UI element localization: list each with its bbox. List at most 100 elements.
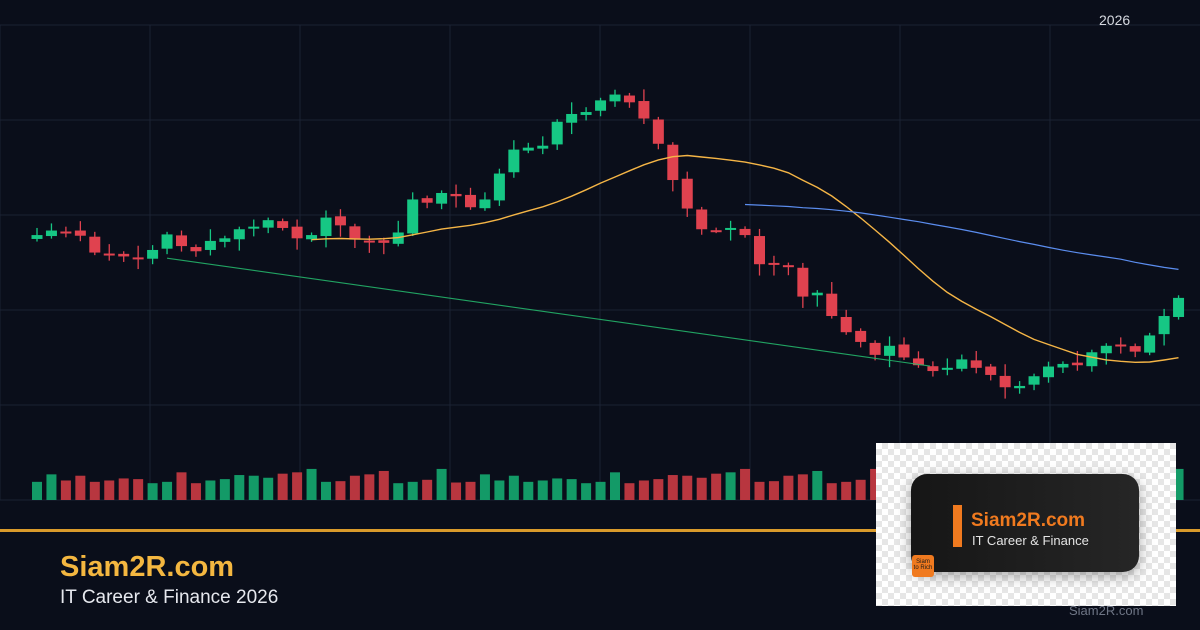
candle-body-60 [898,344,910,358]
volume-bar-10 [176,472,187,500]
volume-bar-36 [552,478,563,500]
candle-body-52 [782,265,794,268]
volume-bar-51 [768,481,779,500]
brand-block: Siam2R.com IT Career & Finance 2026 [60,550,660,610]
candle-3 [74,221,86,242]
volume-bar-41 [624,483,635,500]
candle-body-3 [74,230,86,236]
volume-bar-56 [841,481,852,500]
candle-4 [89,231,101,256]
candle-body-20 [320,217,332,237]
volume-bar-47 [711,473,722,500]
candle-body-17 [277,221,289,228]
volume-bar-55 [826,483,837,500]
candle-body-0 [31,235,43,239]
candle-23 [363,235,375,253]
candle-body-29 [450,193,462,197]
candle-body-47 [710,230,722,233]
candle-62 [927,361,939,377]
volume-bar-53 [797,474,808,500]
candle-57 [855,328,867,348]
candles [31,89,1185,399]
candle-24 [378,237,390,255]
volume-bar-8 [147,483,158,500]
candle-body-13 [219,238,231,242]
candle-body-66 [985,366,997,375]
candle-body-6 [118,253,130,257]
candle-body-45 [681,178,693,209]
candle-body-31 [479,199,491,209]
volume-bar-42 [638,480,649,500]
logo-subtitle: IT Career & Finance [972,533,1089,548]
volume-bar-52 [783,475,794,500]
candle-43 [652,116,664,150]
candle-55 [826,282,838,319]
volume-bar-33 [508,475,519,500]
candle-21 [334,209,346,237]
volume-bar-22 [349,475,360,500]
candle-7 [132,245,144,270]
candle-body-40 [609,94,621,102]
volume-bar-45 [682,475,693,500]
volume-bar-9 [162,481,173,500]
candle-body-69 [1028,376,1040,385]
volume-bar-5 [104,480,115,500]
volume-bar-29 [451,482,462,500]
candle-body-5 [103,253,115,256]
volume-bar-57 [855,479,866,500]
candle-body-50 [754,236,765,265]
gold-divider [0,529,1200,532]
candle-70 [1043,361,1054,383]
candle-body-58 [869,342,881,355]
candle-45 [681,171,693,217]
candle-51 [768,255,780,276]
candle-body-39 [595,100,607,111]
candle-body-14 [233,229,245,240]
volume-bar-16 [263,477,274,500]
candle-body-49 [739,228,751,236]
candle-body-37 [566,113,578,123]
volume-bar-38 [581,483,592,500]
volume-bar-11 [190,483,201,500]
candle-33 [508,140,520,178]
candle-body-2 [60,231,72,234]
candle-78 [1158,308,1170,346]
candle-28 [436,190,448,210]
candle-body-65 [970,360,982,368]
candle-18 [291,219,303,250]
candle-30 [465,187,476,210]
candle-body-43 [652,119,664,144]
volume-bar-30 [465,481,476,500]
candle-47 [710,227,722,234]
candle-body-41 [623,95,635,103]
candle-body-68 [1014,385,1026,389]
volume-bar-58 [870,468,881,500]
indicator-lines [166,154,1179,367]
footer-domain: Siam2R.com [1069,603,1144,618]
candle-body-21 [334,216,346,226]
candle-body-22 [349,226,361,240]
candle-body-63 [941,367,953,370]
candle-48 [725,220,737,241]
volume-bar-34 [523,481,534,500]
candle-body-4 [89,236,101,253]
candle-body-16 [262,220,274,228]
candle-40 [609,89,621,107]
candle-1 [45,223,57,239]
brand-title: Siam2R.com [60,551,235,583]
volume-bar-21 [335,481,346,500]
candle-9 [161,231,173,255]
volume-bar-79 [1173,468,1184,500]
volume-bar-27 [422,479,433,500]
brand-subtitle: IT Career & Finance 2026 [60,587,279,608]
candle-26 [407,192,419,237]
candle-5 [103,244,115,261]
candle-76 [1129,343,1141,358]
volume-bar-0 [32,481,42,500]
candle-79 [1173,295,1185,320]
candle-body-70 [1043,366,1054,378]
volume-bar-23 [364,474,375,500]
volume-bar-50 [754,481,765,500]
candle-31 [479,192,491,211]
volume-bar-39 [595,481,606,500]
